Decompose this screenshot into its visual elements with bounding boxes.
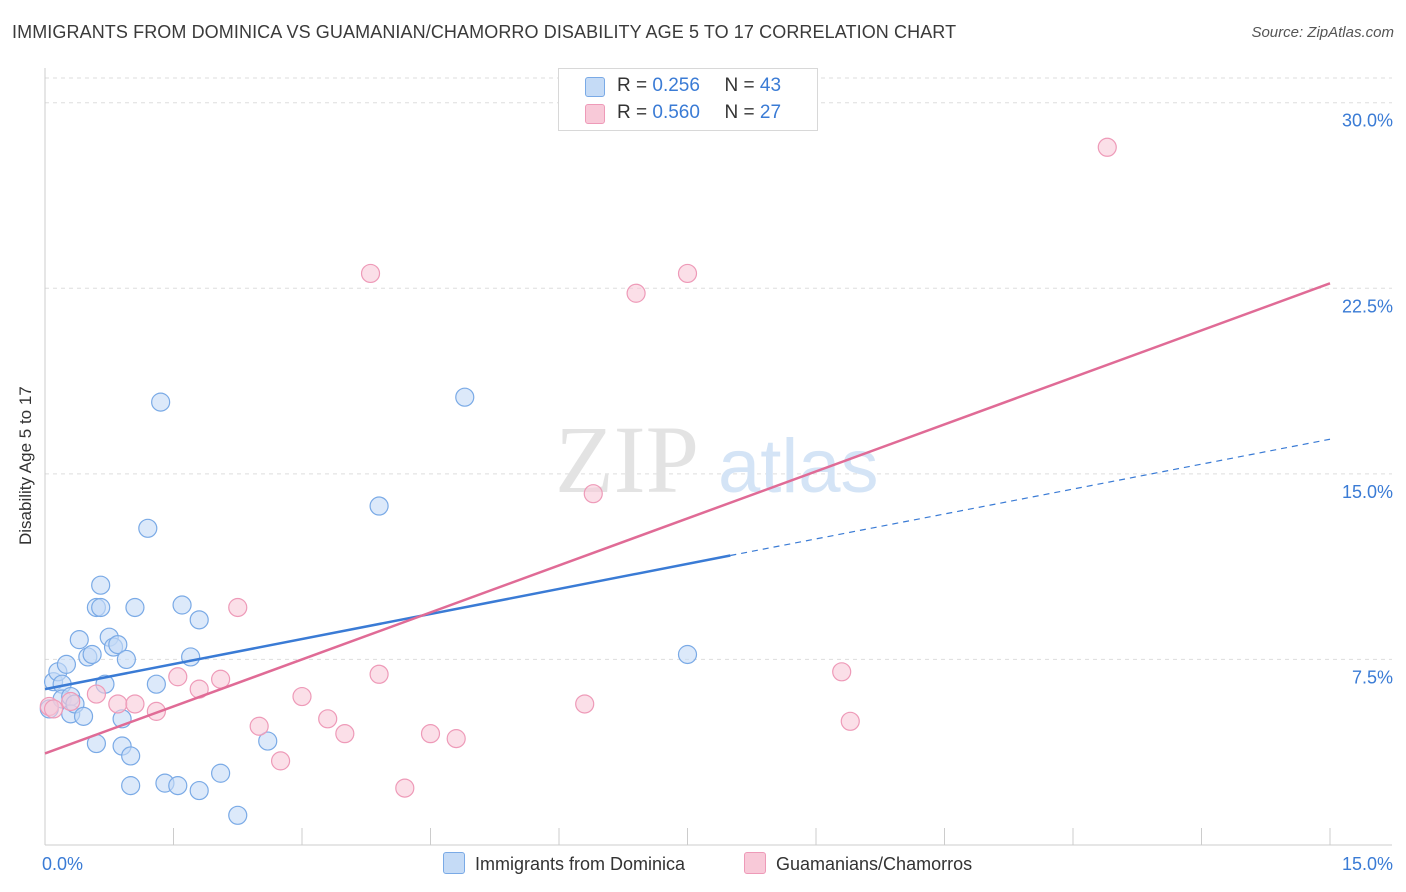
watermark-atlas: atlas bbox=[718, 424, 879, 509]
point-chamorro bbox=[318, 709, 338, 729]
point-chamorro bbox=[840, 711, 860, 731]
legend-text-dominica: R = 0.256 N = 43 bbox=[617, 75, 781, 97]
point-dominica bbox=[108, 634, 128, 655]
point-dominica bbox=[172, 595, 192, 615]
point-chamorro bbox=[832, 662, 852, 682]
y-tick-label: 30.0% bbox=[1342, 111, 1393, 131]
point-chamorro bbox=[292, 686, 312, 707]
point-dominica bbox=[258, 731, 278, 751]
point-dominica bbox=[138, 518, 158, 538]
point-chamorro bbox=[228, 597, 248, 618]
trend-line-dominica-extension bbox=[730, 438, 1331, 557]
r-value-chamorro: 0.560 bbox=[652, 102, 700, 123]
legend-text-chamorro: R = 0.560 N = 27 bbox=[617, 102, 781, 124]
point-chamorro bbox=[108, 694, 128, 714]
point-dominica bbox=[151, 392, 171, 412]
legend-swatch-pink bbox=[585, 104, 605, 124]
point-chamorro bbox=[583, 484, 603, 504]
point-chamorro bbox=[360, 263, 381, 284]
point-dominica bbox=[146, 674, 166, 694]
tick-label-layer: 7.5% 15.0% 22.5% 30.0% 0.0% 15.0% bbox=[42, 111, 1393, 874]
point-chamorro bbox=[125, 694, 145, 714]
legend-item-dominica[interactable]: Immigrants from Dominica bbox=[443, 852, 685, 875]
point-chamorro bbox=[420, 724, 441, 744]
legend-label-chamorro: Guamanians/Chamorros bbox=[776, 854, 973, 874]
points-layer bbox=[39, 137, 1117, 825]
legend-swatch-dominica bbox=[443, 852, 465, 874]
point-dominica bbox=[211, 763, 231, 783]
point-dominica bbox=[56, 654, 77, 674]
point-dominica bbox=[121, 746, 141, 766]
n-value-dominica: 43 bbox=[759, 75, 782, 96]
n-label: N = bbox=[724, 102, 755, 123]
point-dominica bbox=[116, 649, 136, 670]
chart-title: IMMIGRANTS FROM DOMINICA VS GUAMANIAN/CH… bbox=[12, 22, 957, 42]
legend-label-dominica: Immigrants from Dominica bbox=[475, 854, 686, 874]
point-chamorro bbox=[395, 778, 415, 798]
point-chamorro bbox=[211, 669, 231, 689]
n-label: N = bbox=[724, 75, 755, 96]
x-tick-label-min: 0.0% bbox=[42, 854, 83, 874]
y-axis-label: Disability Age 5 to 17 bbox=[16, 386, 35, 545]
point-dominica bbox=[69, 630, 89, 650]
r-label: R = bbox=[617, 102, 648, 123]
legend-item-chamorro[interactable]: Guamanians/Chamorros bbox=[744, 852, 972, 875]
point-dominica bbox=[455, 387, 475, 407]
y-tick-label: 15.0% bbox=[1342, 482, 1393, 502]
point-chamorro bbox=[1097, 137, 1117, 157]
point-dominica bbox=[121, 776, 141, 796]
point-dominica bbox=[91, 575, 111, 595]
source-credit: Source: ZipAtlas.com bbox=[1251, 24, 1394, 41]
point-dominica bbox=[677, 644, 698, 665]
point-chamorro bbox=[270, 751, 291, 771]
point-dominica bbox=[168, 776, 188, 796]
point-chamorro bbox=[677, 263, 698, 284]
point-chamorro bbox=[446, 729, 466, 749]
point-dominica bbox=[73, 706, 94, 726]
watermark-zip: ZIP bbox=[555, 406, 699, 513]
grid-layer bbox=[45, 77, 1392, 660]
y-tick-label: 7.5% bbox=[1352, 667, 1393, 687]
point-chamorro bbox=[369, 664, 389, 684]
point-dominica bbox=[189, 780, 209, 801]
point-chamorro bbox=[43, 699, 64, 719]
point-dominica bbox=[189, 610, 209, 630]
point-chamorro bbox=[168, 667, 188, 687]
point-chamorro bbox=[61, 691, 81, 712]
legend-swatch-blue bbox=[585, 77, 605, 97]
point-dominica bbox=[82, 644, 102, 665]
point-dominica bbox=[228, 805, 248, 825]
r-label: R = bbox=[617, 75, 648, 96]
trend-line-chamorro bbox=[44, 282, 1331, 755]
legend-swatch-chamorro bbox=[744, 852, 766, 874]
x-tick-label-max: 15.0% bbox=[1342, 854, 1393, 874]
point-chamorro bbox=[86, 684, 107, 704]
n-value-chamorro: 27 bbox=[759, 102, 782, 123]
watermark: ZIP atlas bbox=[555, 406, 879, 513]
correlation-legend: R = 0.256 N = 43 R = 0.560 N = 27 bbox=[558, 68, 818, 131]
point-dominica bbox=[125, 597, 145, 618]
point-dominica bbox=[91, 597, 111, 618]
point-chamorro bbox=[335, 724, 355, 744]
point-chamorro bbox=[249, 716, 269, 736]
point-dominica bbox=[369, 496, 389, 516]
trend-line-dominica bbox=[44, 554, 731, 691]
point-chamorro bbox=[626, 283, 646, 303]
r-value-dominica: 0.256 bbox=[652, 75, 700, 96]
point-dominica bbox=[181, 647, 201, 667]
point-chamorro bbox=[575, 694, 595, 714]
y-tick-label: 22.5% bbox=[1342, 296, 1393, 316]
trend-layer bbox=[44, 282, 1331, 755]
